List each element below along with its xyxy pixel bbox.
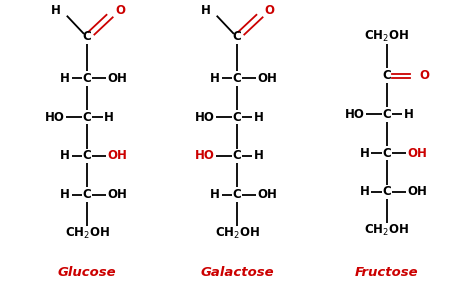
- Text: OH: OH: [108, 188, 128, 201]
- Text: HO: HO: [45, 111, 64, 124]
- Text: H: H: [360, 147, 370, 160]
- Text: H: H: [51, 3, 61, 17]
- Text: OH: OH: [108, 72, 128, 85]
- Text: OH: OH: [108, 149, 128, 162]
- Text: CH$_2$OH: CH$_2$OH: [365, 29, 410, 44]
- Text: H: H: [360, 185, 370, 198]
- Text: H: H: [60, 72, 70, 85]
- Text: H: H: [254, 149, 264, 162]
- Text: OH: OH: [408, 185, 428, 198]
- Text: O: O: [115, 3, 125, 17]
- Text: H: H: [254, 111, 264, 124]
- Text: Galactose: Galactose: [200, 266, 274, 279]
- Text: C: C: [83, 72, 91, 85]
- Text: O: O: [419, 69, 430, 82]
- Text: C: C: [83, 188, 91, 201]
- Text: HO: HO: [195, 149, 215, 162]
- Text: C: C: [233, 72, 241, 85]
- Text: H: H: [404, 108, 414, 121]
- Text: H: H: [210, 72, 220, 85]
- Text: CH$_2$OH: CH$_2$OH: [365, 223, 410, 238]
- Text: C: C: [83, 111, 91, 124]
- Text: Fructose: Fructose: [355, 266, 419, 279]
- Text: H: H: [104, 111, 114, 124]
- Text: HO: HO: [195, 111, 215, 124]
- Text: H: H: [210, 188, 220, 201]
- Text: CH$_2$OH: CH$_2$OH: [215, 226, 259, 241]
- Text: OH: OH: [257, 72, 277, 85]
- Text: C: C: [233, 149, 241, 162]
- Text: C: C: [83, 149, 91, 162]
- Text: OH: OH: [257, 188, 277, 201]
- Text: C: C: [383, 108, 391, 121]
- Text: HO: HO: [345, 108, 365, 121]
- Text: H: H: [60, 188, 70, 201]
- Text: H: H: [60, 149, 70, 162]
- Text: Glucose: Glucose: [58, 266, 117, 279]
- Text: O: O: [265, 3, 275, 17]
- Text: CH$_2$OH: CH$_2$OH: [64, 226, 109, 241]
- Text: C: C: [383, 69, 391, 82]
- Text: C: C: [233, 111, 241, 124]
- Text: OH: OH: [408, 147, 428, 160]
- Text: C: C: [383, 185, 391, 198]
- Text: C: C: [233, 30, 241, 43]
- Text: C: C: [83, 30, 91, 43]
- Text: C: C: [383, 147, 391, 160]
- Text: H: H: [201, 3, 211, 17]
- Text: C: C: [233, 188, 241, 201]
